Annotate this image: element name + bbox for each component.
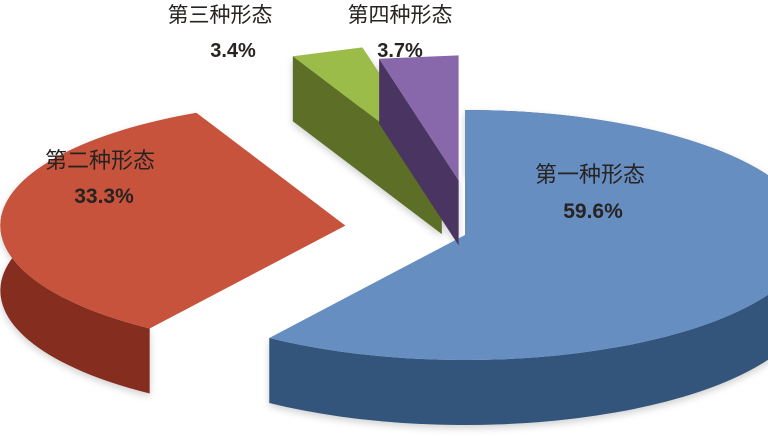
svg-text:3.4%: 3.4% <box>210 40 256 62</box>
svg-text:3.7%: 3.7% <box>377 40 423 62</box>
svg-text:第二种形态: 第二种形态 <box>45 148 155 173</box>
svg-text:第三种形态: 第三种形态 <box>168 4 273 27</box>
svg-text:59.6%: 59.6% <box>563 200 623 223</box>
svg-text:第一种形态: 第一种形态 <box>535 162 645 187</box>
svg-text:第四种形态: 第四种形态 <box>348 4 453 27</box>
svg-text:33.3%: 33.3% <box>74 185 134 208</box>
